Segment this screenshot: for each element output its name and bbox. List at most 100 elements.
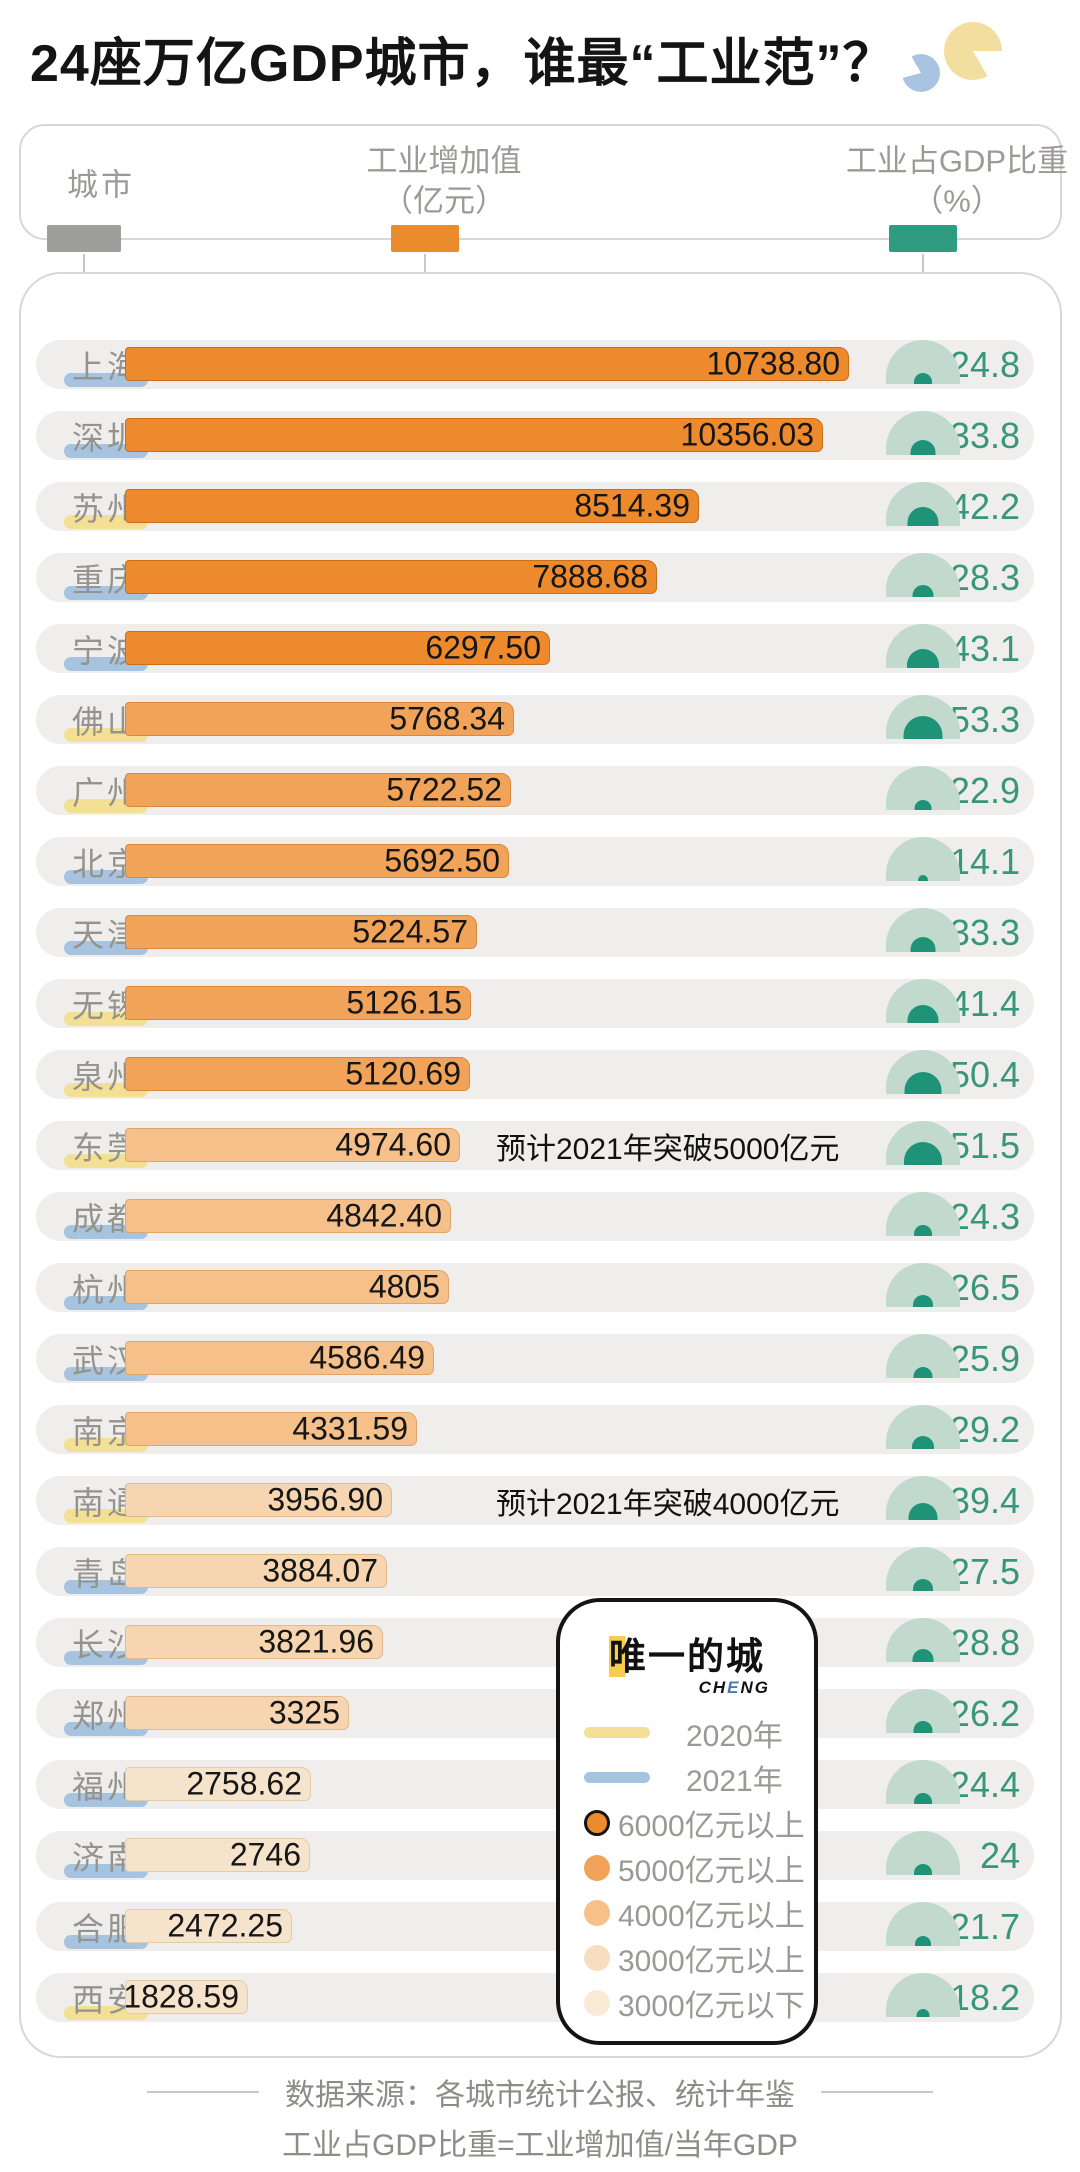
logo-sub-ng: NG xyxy=(740,1678,770,1697)
bar-value: 4974.60 xyxy=(335,1126,451,1163)
value-bar: 4974.60 xyxy=(125,1126,460,1163)
pct-value: 43.1 xyxy=(949,627,1020,669)
gauge-inner xyxy=(914,1793,932,1804)
gauge-inner xyxy=(912,1649,934,1662)
gauge-inner xyxy=(912,1436,934,1449)
rows-list: 上海 10738.80 24.8 深圳 10356.03 33.8 苏州 8514.39 42.… xyxy=(21,340,1060,2022)
bar-value: 7888.68 xyxy=(532,558,648,595)
pct-value: 26.2 xyxy=(949,1692,1020,1734)
pct-gauge xyxy=(886,979,960,1023)
legend-label: 2021年 xyxy=(686,1764,783,1798)
pct-value: 33.8 xyxy=(949,414,1020,456)
title-decoration xyxy=(900,22,1004,92)
column-header-city: 城市 xyxy=(67,167,135,203)
value-bar: 2758.62 xyxy=(125,1765,311,1802)
bar-value: 2746 xyxy=(229,1836,301,1873)
infographic-page: 24座万亿GDP城市，谁最“工业范”？ 城市 工业增加值 （亿元） 工业占GDP… xyxy=(0,22,1080,2172)
pct-gauge xyxy=(886,624,960,668)
logo-sub-ch: CH xyxy=(698,1678,728,1697)
pct-gauge xyxy=(886,1192,960,1236)
table-row: 长沙 3821.96 28.8 xyxy=(36,1618,1034,1667)
table-row: 济南 2746 24 xyxy=(36,1831,1034,1880)
legend-label: 2020年 xyxy=(686,1719,783,1753)
table-row: 天津 5224.57 33.3 xyxy=(36,908,1034,957)
pct-gauge xyxy=(886,553,960,597)
table-row: 泉州 5120.69 50.4 xyxy=(36,1050,1034,1099)
pct-value: 29.2 xyxy=(949,1408,1020,1450)
page-title: 24座万亿GDP城市，谁最“工业范”？ xyxy=(30,22,1080,94)
pct-gauge xyxy=(886,1618,960,1662)
gauge-inner xyxy=(914,800,932,810)
column-header-value-line2: （亿元） xyxy=(382,184,506,219)
bucket-5000-dot xyxy=(584,1854,610,1881)
bar-value: 5692.50 xyxy=(384,842,500,879)
pct-value: 24.3 xyxy=(949,1195,1020,1237)
pct-value: 25.9 xyxy=(949,1337,1020,1379)
chart-rows-card: 上海 10738.80 24.8 深圳 10356.03 33.8 苏州 8514.39 42.… xyxy=(19,272,1062,2058)
pct-gauge xyxy=(886,340,960,384)
gauge-inner xyxy=(913,1295,933,1307)
value-bar: 2472.25 xyxy=(125,1908,292,1944)
legend-items: 2020年 2021年 6000亿元以上 5000亿元以上 4000亿元以上 3… xyxy=(560,1710,814,2025)
pct-value: 41.4 xyxy=(949,982,1020,1024)
gauge-inner xyxy=(916,2009,930,2017)
table-row: 东莞 4974.60 预计2021年突破5000亿元 51.5 xyxy=(36,1121,1034,1170)
legend-item-3000: 3000亿元以上 xyxy=(560,1935,814,1980)
bar-value: 4805 xyxy=(368,1268,440,1305)
value-swatch-tick xyxy=(424,254,426,272)
bucket-4000-dot xyxy=(584,1899,610,1926)
column-header-card: 城市 工业增加值 （亿元） 工业占GDP比重 （%） xyxy=(19,124,1068,272)
row-note: 预计2021年突破5000亿元 xyxy=(496,1132,840,1166)
bar-value: 3956.90 xyxy=(267,1481,383,1518)
logo-sub-e: E xyxy=(727,1678,741,1697)
value-bar: 3821.96 xyxy=(125,1624,383,1660)
bar-value: 10356.03 xyxy=(680,416,814,453)
pct-gauge xyxy=(886,1831,960,1875)
legend-item-4000: 4000亿元以上 xyxy=(560,1890,814,1935)
column-header-value-line1: 工业增加值 xyxy=(366,143,522,179)
table-row: 合肥 2472.25 21.7 xyxy=(36,1902,1034,1951)
pct-value: 27.5 xyxy=(949,1550,1020,1592)
pct-gauge xyxy=(886,1405,960,1449)
gauge-inner xyxy=(907,1005,939,1023)
pct-gauge xyxy=(886,1973,960,2017)
table-row: 北京 5692.50 14.1 xyxy=(36,837,1034,886)
value-bar: 2746 xyxy=(125,1836,310,1873)
gauge-inner xyxy=(910,937,936,952)
pct-value: 53.3 xyxy=(949,698,1020,740)
gauge-inner xyxy=(914,1864,932,1875)
gauge-inner xyxy=(907,507,939,526)
bar-value: 1828.59 xyxy=(123,1978,239,2015)
bucket-3000-dot xyxy=(584,1944,610,1971)
legend-label: 6000亿元以上 xyxy=(618,1809,805,1843)
value-bar: 7888.68 xyxy=(125,558,657,595)
gauge-inner xyxy=(918,875,928,881)
pct-gauge xyxy=(886,1334,960,1378)
value-bar: 10356.03 xyxy=(125,416,823,453)
table-row: 宁波 6297.50 43.1 xyxy=(36,624,1034,673)
table-row: 南京 4331.59 29.2 xyxy=(36,1405,1034,1454)
table-row: 佛山 5768.34 53.3 xyxy=(36,695,1034,744)
year-2020-line-swatch xyxy=(584,1727,650,1738)
value-bar: 5692.50 xyxy=(125,842,509,879)
legend-label: 5000亿元以上 xyxy=(618,1854,805,1888)
bar-value: 2758.62 xyxy=(186,1765,302,1802)
legend-label: 4000亿元以上 xyxy=(618,1899,805,1933)
table-row: 深圳 10356.03 33.8 xyxy=(36,411,1034,460)
yellow-pacman-icon xyxy=(943,22,1002,80)
legend-logo: 唯一的城 xyxy=(560,1626,814,1680)
footer-source-text: 数据来源：各城市统计公报、统计年鉴 xyxy=(285,2079,795,2112)
pct-gauge xyxy=(886,482,960,526)
table-row: 重庆 7888.68 28.3 xyxy=(36,553,1034,602)
city-swatch-tick xyxy=(83,254,85,272)
value-bar: 4586.49 xyxy=(125,1340,434,1376)
table-row: 西安 1828.59 18.2 xyxy=(36,1973,1034,2022)
gauge-inner xyxy=(914,1225,932,1236)
blue-pacman-icon xyxy=(901,54,940,92)
value-bar: 3956.90 xyxy=(125,1481,392,1518)
legend-item-5000: 5000亿元以上 xyxy=(560,1845,814,1890)
pct-gauge xyxy=(886,1050,960,1094)
value-bar: 3325 xyxy=(125,1695,349,1731)
pct-gauge xyxy=(886,908,960,952)
pct-color-swatch xyxy=(889,225,957,252)
